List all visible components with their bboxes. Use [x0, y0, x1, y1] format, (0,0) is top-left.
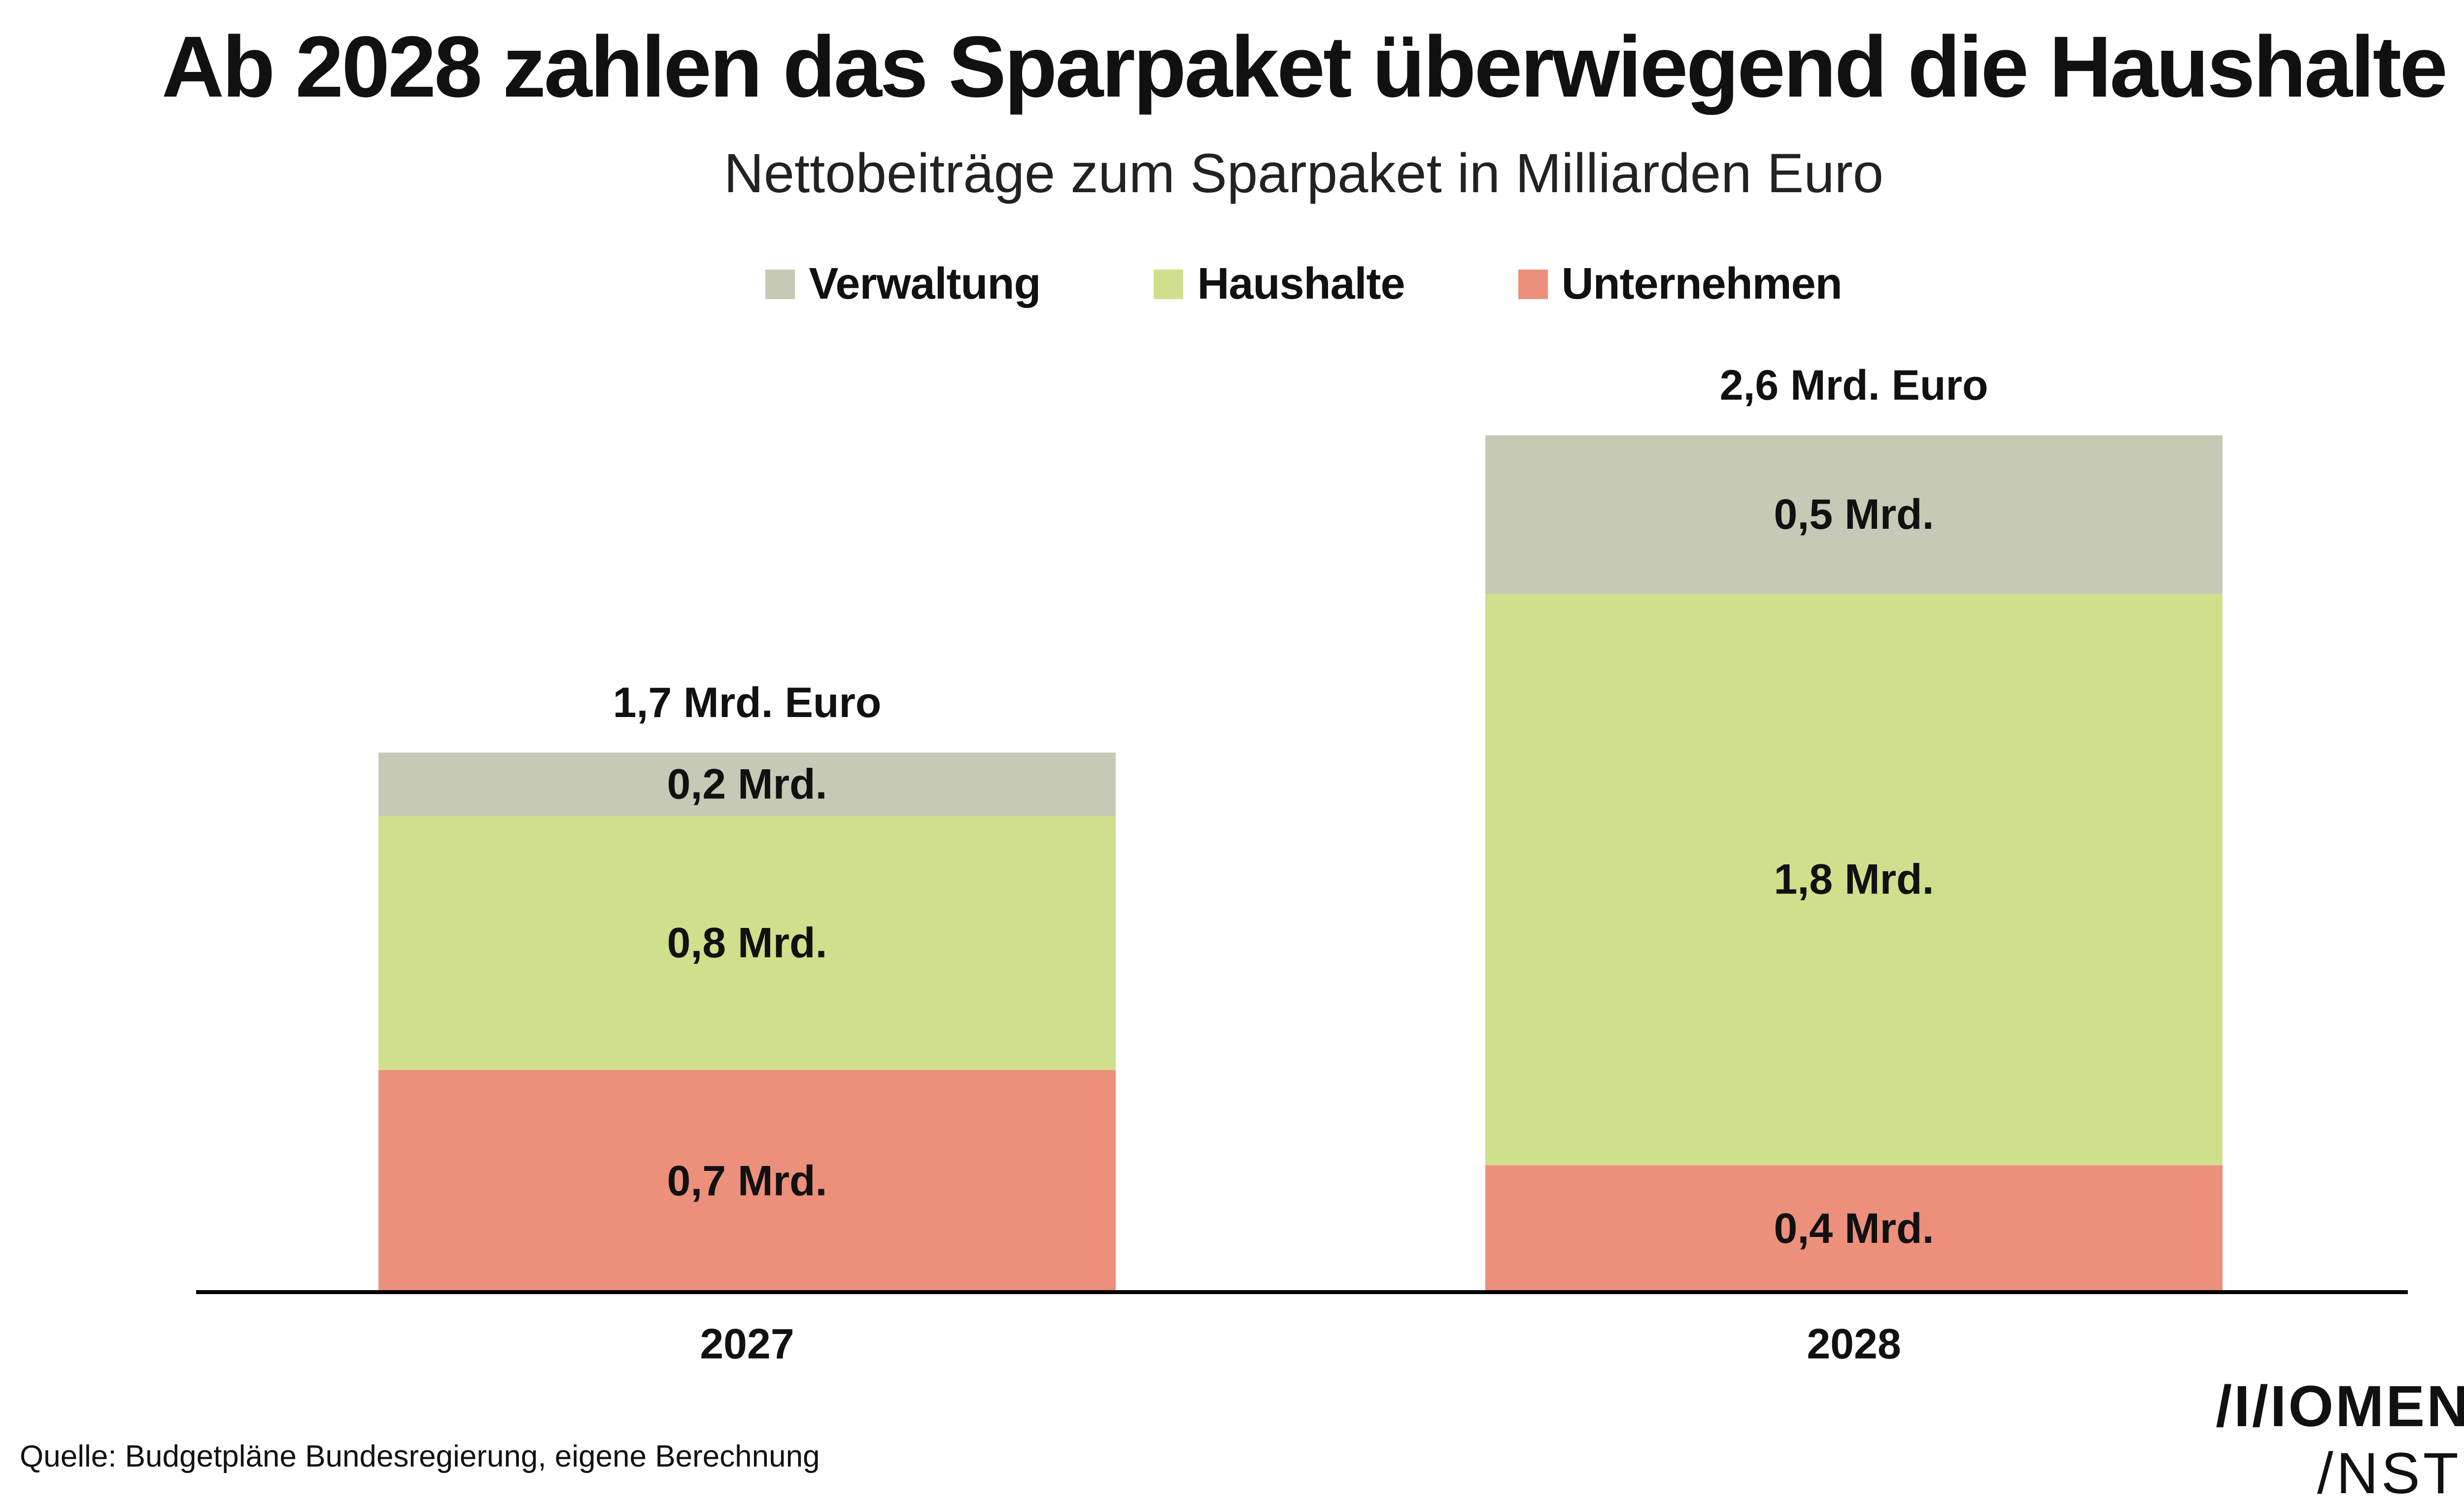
bar-segment-unternehmen-2028 — [1485, 1165, 2223, 1292]
bar-segment-haushalte-2028 — [1485, 594, 2223, 1165]
bar-segment-verwaltung-2028 — [1485, 435, 2223, 594]
chart-title: Ab 2028 zahlen das Sparpaket überwiegend… — [161, 19, 2448, 115]
segment-label-haushalte-2027: 0,8 Mrd. — [667, 919, 827, 966]
segment-label-unternehmen-2028: 0,4 Mrd. — [1774, 1205, 1934, 1252]
source-note: Quelle: Budgetpläne Bundesregierung, eig… — [20, 1439, 820, 1473]
total-label-2027: 1,7 Mrd. Euro — [613, 679, 882, 726]
legend-swatch-verwaltung — [765, 269, 795, 299]
bar-segment-verwaltung-2027 — [378, 753, 1116, 816]
legend-swatch-unternehmen — [1518, 269, 1548, 299]
logo-line-momentum: /I/IOMENTUM — [2216, 1374, 2464, 1439]
x-tick-label-2028: 2028 — [1807, 1321, 1901, 1368]
bar-segment-unternehmen-2027 — [378, 1070, 1116, 1292]
momentum-institut-logo: /I/IOMENTUM /NSTITUT — [2216, 1377, 2464, 1503]
legend-label-verwaltung: Verwaltung — [809, 259, 1041, 308]
legend-item-verwaltung: Verwaltung — [765, 259, 1041, 309]
total-label-2028: 2,6 Mrd. Euro — [1720, 362, 1988, 409]
logo-line-institut: /NSTITUT — [2317, 1441, 2464, 1506]
bar-segment-haushalte-2027 — [378, 816, 1116, 1070]
chart-subtitle: Nettobeiträge zum Sparpaket in Milliarde… — [723, 142, 1884, 204]
segment-label-unternehmen-2027: 0,7 Mrd. — [667, 1157, 827, 1204]
legend-label-unternehmen: Unternehmen — [1561, 259, 1843, 308]
segment-label-verwaltung-2027: 0,2 Mrd. — [667, 760, 827, 808]
legend-label-haushalte: Haushalte — [1197, 259, 1405, 308]
legend-item-unternehmen: Unternehmen — [1518, 259, 1843, 309]
legend: Verwaltung Haushalte Unternehmen — [0, 259, 2464, 309]
segment-label-haushalte-2028: 1,8 Mrd. — [1774, 856, 1934, 903]
x-tick-label-2027: 2027 — [700, 1321, 794, 1368]
segment-label-verwaltung-2028: 0,5 Mrd. — [1774, 491, 1934, 538]
legend-swatch-haushalte — [1154, 269, 1184, 299]
legend-item-haushalte: Haushalte — [1154, 259, 1405, 309]
